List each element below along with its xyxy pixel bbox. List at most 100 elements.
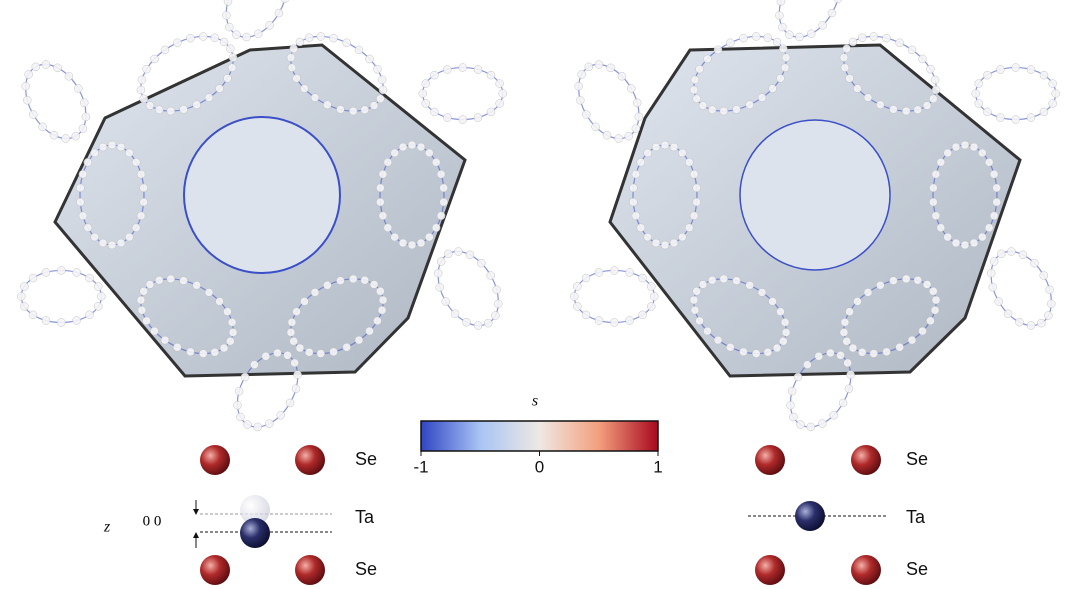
spin-dot xyxy=(785,31,793,39)
spin-dot xyxy=(633,99,641,107)
spin-dot xyxy=(361,106,369,114)
se-atom xyxy=(200,445,230,475)
spin-dot xyxy=(417,239,425,247)
spin-dot xyxy=(693,95,701,103)
spin-dot xyxy=(220,344,228,352)
spin-dot xyxy=(224,0,232,5)
spin-dot xyxy=(843,337,851,345)
spin-dot xyxy=(615,134,623,142)
spin-dot xyxy=(818,420,826,428)
spin-dot xyxy=(847,371,855,379)
spin-dot xyxy=(803,361,811,369)
spin-dot xyxy=(323,101,331,109)
spin-dot xyxy=(632,170,640,178)
spin-dot xyxy=(582,311,590,319)
spin-dot xyxy=(781,318,789,326)
spin-dot xyxy=(876,101,884,109)
spin-dot xyxy=(639,311,647,319)
se-atom xyxy=(200,555,230,585)
spin-dot xyxy=(300,297,308,305)
spin-dot xyxy=(864,288,872,296)
spin-dot xyxy=(228,64,236,72)
spin-dot xyxy=(378,306,386,314)
spin-dot xyxy=(173,39,181,47)
spin-dot xyxy=(975,80,983,88)
spin-dot xyxy=(1015,318,1023,326)
spin-dot xyxy=(79,170,87,178)
spin-dot xyxy=(758,94,766,102)
spin-dot xyxy=(193,101,201,109)
spin-dot xyxy=(595,268,603,276)
spin-dot xyxy=(229,54,237,62)
spin-dot xyxy=(923,102,931,110)
spin-dot xyxy=(990,257,998,265)
spin-dot xyxy=(86,311,94,319)
spin-dot xyxy=(290,337,298,345)
spin-dot xyxy=(459,64,467,72)
spin-dot xyxy=(391,149,399,157)
spin-dot xyxy=(137,212,145,220)
spin-dot xyxy=(983,108,991,116)
spin-dot xyxy=(150,55,158,63)
spin-dot xyxy=(317,350,325,358)
spin-dot xyxy=(932,86,940,94)
spin-dot xyxy=(408,141,416,149)
spin-dot xyxy=(220,38,228,46)
spin-dot xyxy=(262,352,270,360)
spin-dot xyxy=(493,286,501,294)
spin-dot xyxy=(985,224,993,232)
spin-dot xyxy=(708,276,716,284)
spin-dot xyxy=(610,318,618,326)
spin-dot xyxy=(376,198,384,206)
spin-dot xyxy=(819,21,827,29)
spin-dot xyxy=(883,34,891,42)
spin-dot xyxy=(223,308,231,316)
spin-dot xyxy=(454,248,462,256)
spin-dot xyxy=(336,277,344,285)
spin-dot xyxy=(311,94,319,102)
spin-dot xyxy=(652,143,660,151)
spin-dot xyxy=(132,224,140,232)
spin-dot xyxy=(764,348,772,356)
spin-dot xyxy=(782,328,790,336)
spin-dot xyxy=(807,30,815,38)
spin-dot xyxy=(29,274,37,282)
spin-dot xyxy=(125,233,133,241)
spin-dot xyxy=(970,239,978,247)
z-value: 0 0 xyxy=(143,513,162,529)
spin-dot xyxy=(287,328,295,336)
spin-dot xyxy=(143,65,151,73)
spin-dot xyxy=(226,45,234,53)
spin-dot xyxy=(137,170,145,178)
spin-dot xyxy=(378,76,386,84)
spin-dot xyxy=(336,105,344,113)
left-structure: z 0 0 Se Ta Se xyxy=(103,445,377,585)
spin-dot xyxy=(186,348,194,356)
spin-dot xyxy=(80,99,88,107)
spin-dot xyxy=(929,184,937,192)
spin-dot xyxy=(440,198,448,206)
spin-dot xyxy=(975,99,983,107)
spin-dot xyxy=(57,266,65,274)
spin-dot xyxy=(494,300,502,308)
spin-dot xyxy=(379,212,387,220)
spin-dot xyxy=(379,170,387,178)
spin-dot xyxy=(132,158,140,166)
spin-dot xyxy=(137,296,145,304)
spin-dot xyxy=(919,55,927,63)
spin-dot xyxy=(929,198,937,206)
spin-dot xyxy=(287,54,295,62)
spin-dot xyxy=(293,308,301,316)
spin-dot xyxy=(661,241,669,249)
spin-dot xyxy=(618,72,626,80)
spin-dot xyxy=(582,111,590,119)
spin-dot xyxy=(932,296,940,304)
spin-dot xyxy=(685,158,693,166)
spin-dot xyxy=(205,288,213,296)
spin-dot xyxy=(137,86,145,94)
spin-dot xyxy=(639,274,647,282)
spin-dot xyxy=(442,297,450,305)
spin-dot xyxy=(573,302,581,310)
spin-dot xyxy=(216,297,224,305)
spin-dot xyxy=(758,288,766,296)
